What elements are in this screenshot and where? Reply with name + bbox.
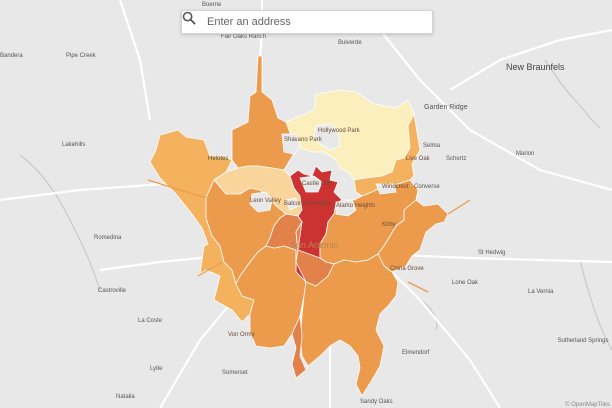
label-shavano-park: Shavano Park [284, 137, 322, 143]
search-icon[interactable] [182, 11, 201, 29]
label-castroville: Castroville [98, 288, 127, 294]
map-attribution[interactable]: © OpenMapTiles [565, 402, 610, 408]
label-helotes: Helotes [208, 156, 229, 162]
label-st-hedwig: St Hedwig [478, 250, 506, 256]
label-new-braunfels: New Braunfels [506, 62, 565, 72]
label-lone-oak: Lone Oak [452, 280, 479, 286]
enclave-shavano-park [281, 133, 301, 155]
label-live-oak: Live Oak [406, 156, 430, 162]
address-search-input[interactable] [207, 16, 417, 28]
label-pipe-creek: Pipe Creek [66, 53, 96, 59]
label-schertz: Schertz [446, 156, 467, 162]
label-fair-oaks-ranch: Fair Oaks Ranch [221, 34, 267, 40]
label-converse: Converse [414, 184, 440, 190]
label-bulverde: Bulverde [338, 40, 362, 46]
label-leon-valley: Leon Valley [250, 198, 281, 204]
label-alamo-heights: Alamo Heights [336, 203, 376, 209]
label-balcones-heights: Balcones Heights [284, 201, 331, 207]
label-elmendorf: Elmendorf [402, 350, 430, 356]
enclave-balcones-heights [285, 197, 299, 211]
label-bandera: Bandera [0, 53, 23, 59]
enclave-hollywood-park [313, 123, 341, 151]
label-windcrest: Windcrest [382, 184, 409, 190]
label-kirby: Kirby [382, 222, 396, 228]
label-sandy-oaks: Sandy Oaks [360, 399, 393, 405]
label-boerne: Boerne [202, 2, 222, 8]
label-lakehills: Lakehills [62, 142, 86, 148]
label-sutherland-springs: Sutherland Springs [557, 338, 609, 344]
district-southeast[interactable] [299, 253, 399, 397]
district-northwest[interactable] [231, 55, 297, 171]
district-far-east[interactable] [377, 199, 449, 273]
label-marion: Marion [516, 151, 535, 157]
district-layer[interactable] [149, 55, 449, 397]
enclave-alamo-heights [335, 199, 357, 217]
extension-lines [147, 179, 471, 293]
label-lytle: Lytle [150, 366, 163, 372]
label-la-coste: La Coste [138, 318, 163, 324]
enclave-holes [249, 123, 397, 217]
enclave-windcrest [375, 183, 397, 195]
label-garden-ridge: Garden Ridge [424, 104, 468, 111]
label-hollywood-park: Hollywood Park [318, 128, 360, 134]
label-selma: Selma [423, 143, 441, 149]
label-china-grove: China Grove [390, 266, 424, 272]
label-somerset: Somerset [222, 370, 248, 376]
address-search-box[interactable] [181, 10, 433, 34]
label-castle-hills: Castle Hills [302, 181, 333, 187]
enclave-leon-valley [249, 191, 273, 213]
label-la-vernia: La Vernia [528, 289, 554, 295]
label-natalia: Natalia [116, 394, 135, 400]
district-south-inner[interactable] [291, 315, 307, 379]
label-romedina: Romedina [94, 235, 122, 241]
label-san-antonio: San Antonio [290, 240, 339, 250]
enclave-castle-hills [299, 175, 323, 193]
label-von-ormy: Von Ormy [228, 332, 255, 338]
